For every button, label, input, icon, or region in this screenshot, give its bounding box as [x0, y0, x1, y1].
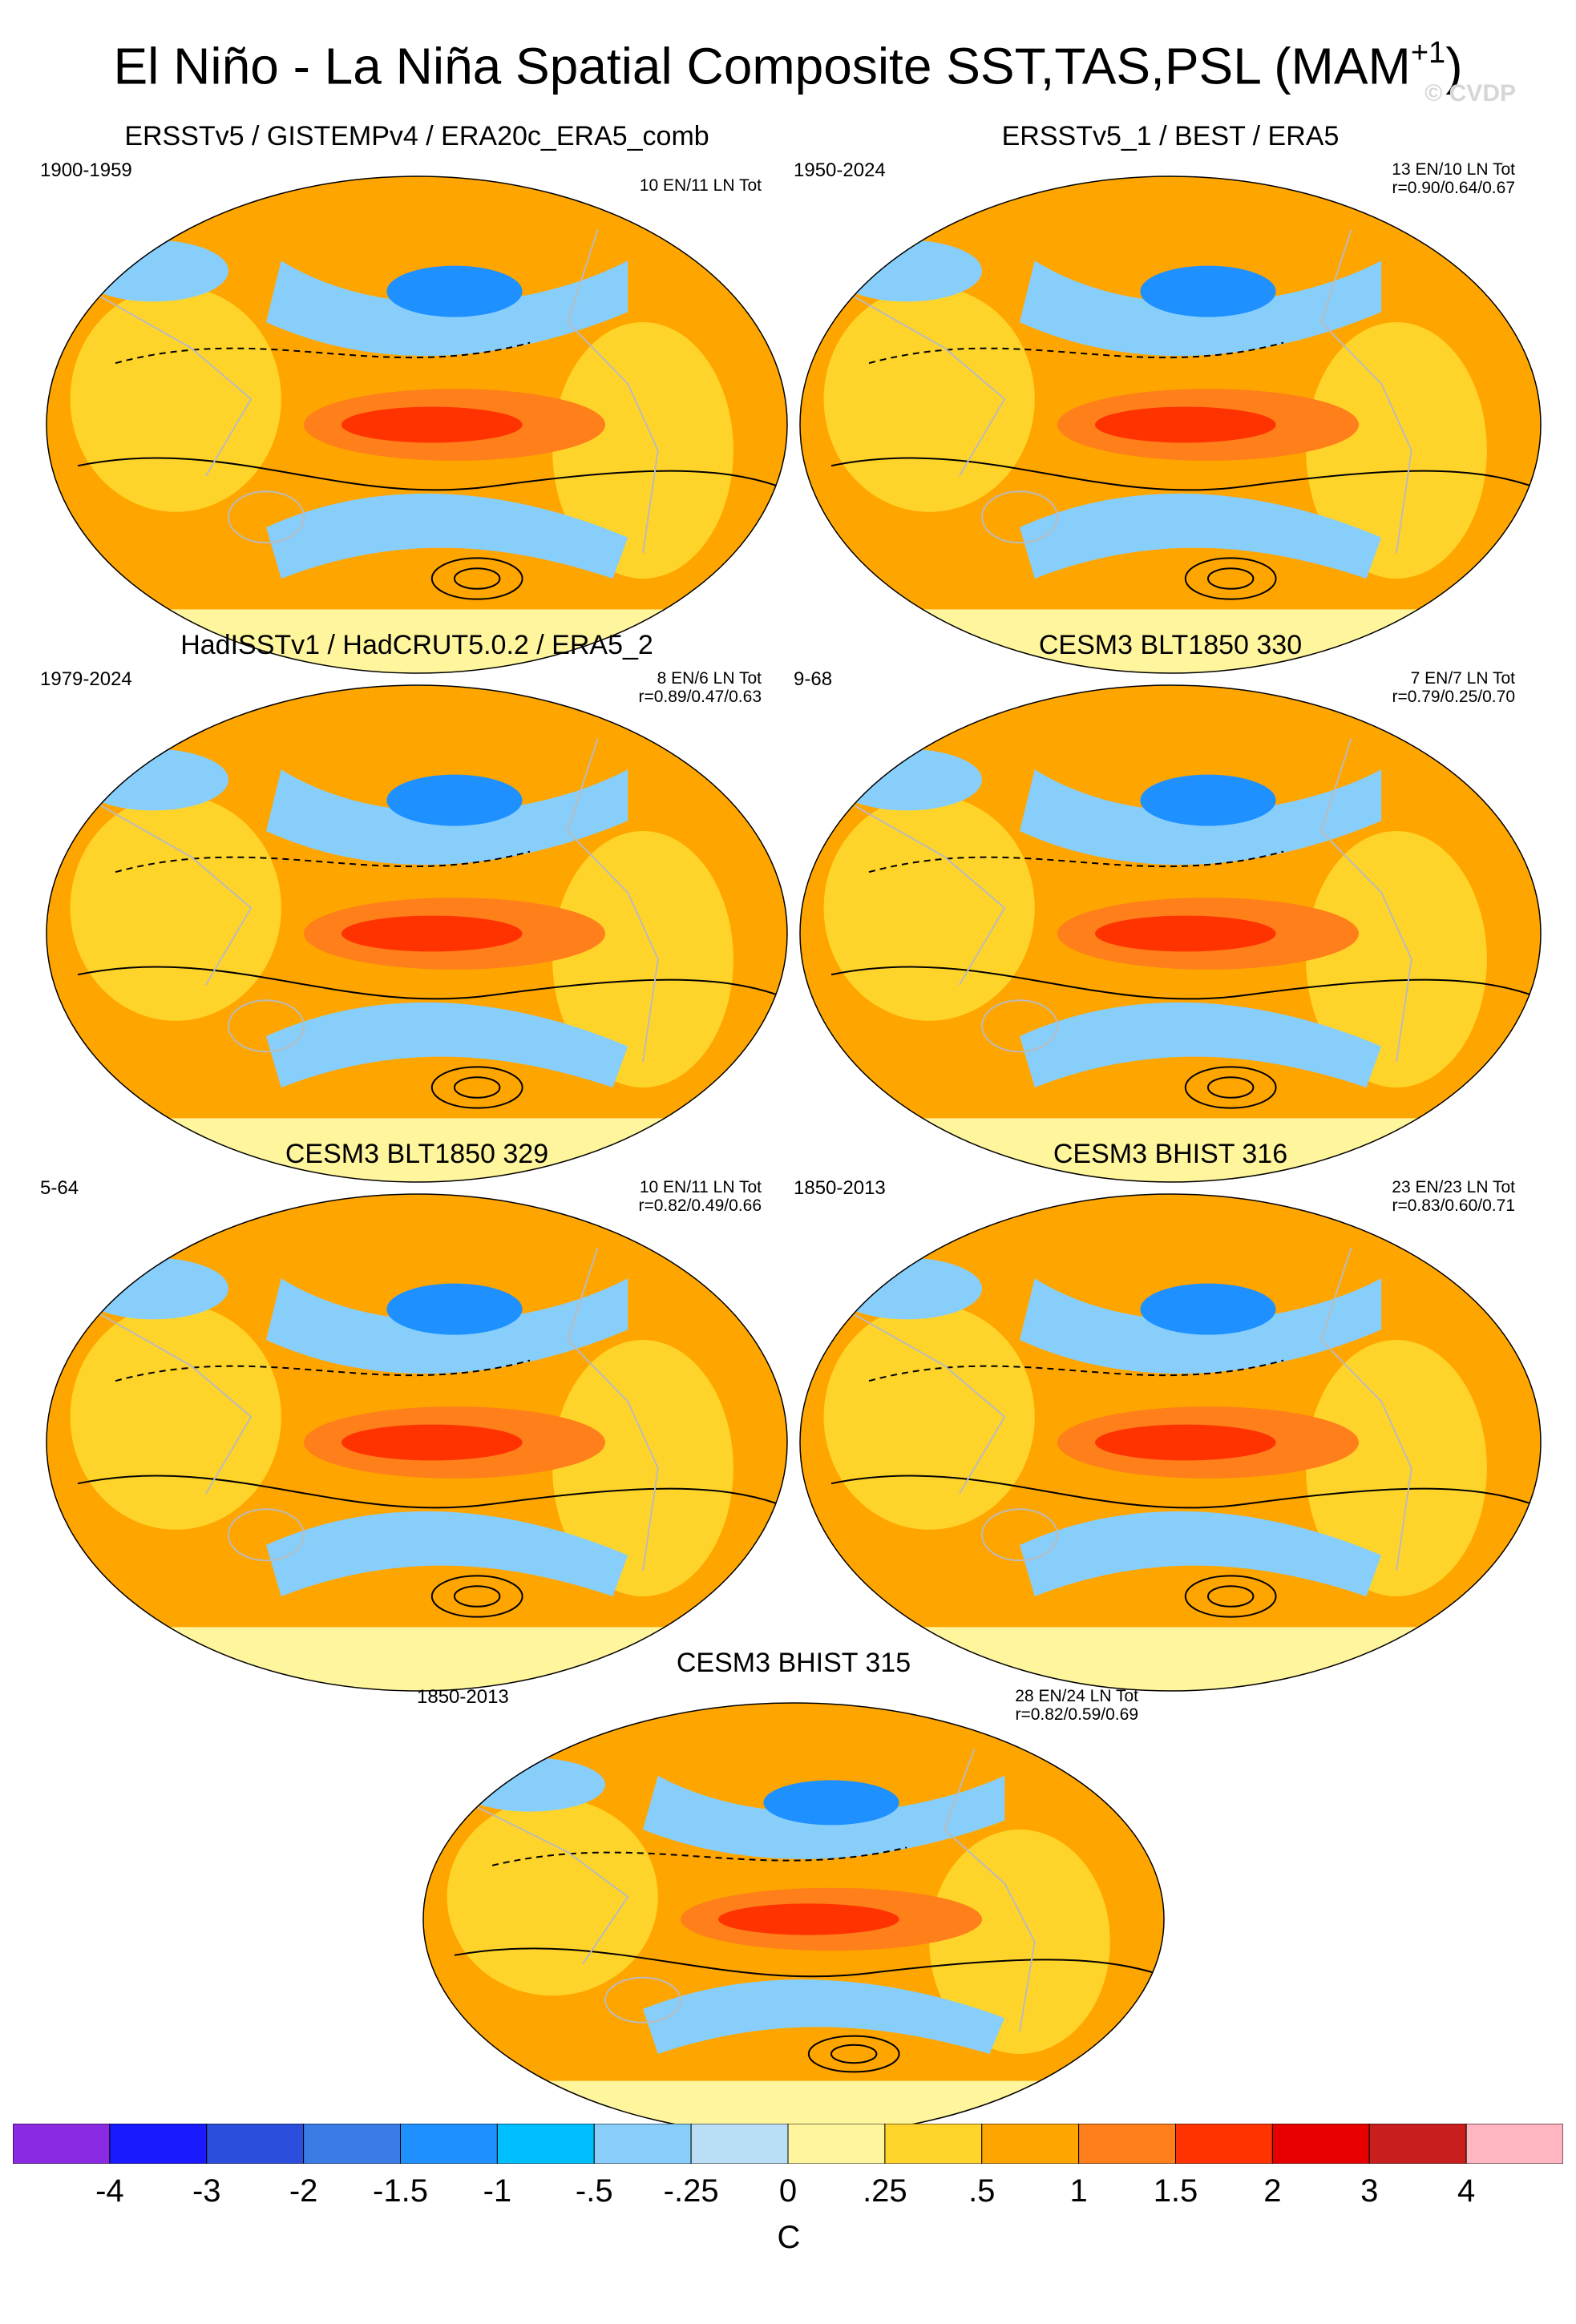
eurasia-cool: [78, 749, 228, 811]
colorbar-tick-label: -2: [264, 2172, 344, 2210]
colorbar-swatch: [1272, 2124, 1369, 2164]
enso-core: [1095, 407, 1276, 443]
indian-ocean-warm: [824, 795, 1035, 1021]
enso-core: [341, 916, 523, 952]
colorbar-swatch: [885, 2124, 982, 2164]
colorbar-swatch: [401, 2124, 498, 2164]
colorbar-tick-label: -.5: [554, 2172, 634, 2210]
eurasia-cool: [78, 240, 228, 302]
indian-ocean-warm: [824, 286, 1035, 512]
colorbar-tick-label: 3: [1329, 2172, 1409, 2210]
north-pacific-cold: [386, 775, 522, 826]
north-pacific-cold: [386, 1284, 522, 1335]
colorbar-swatch: [110, 2124, 207, 2164]
colorbar-tick-label: -1.5: [361, 2172, 441, 2210]
north-pacific-cold: [763, 1780, 899, 1825]
enso-core: [1095, 916, 1276, 952]
panel-2: ERSSTv5_1 / BEST / ERA5 1950-2024 13 EN/…: [794, 120, 1547, 681]
indian-ocean-warm: [71, 1304, 281, 1530]
eurasia-cool: [78, 1258, 228, 1320]
map-field: [417, 1695, 1170, 2144]
panel-title: CESM3 BHIST 316: [794, 1138, 1547, 1170]
panel-title: ERSSTv5_1 / BEST / ERA5: [794, 120, 1547, 152]
panel-title: CESM3 BLT1850 330: [794, 629, 1547, 661]
eurasia-cool: [831, 749, 982, 811]
map-field: [794, 677, 1547, 1190]
map-field: [794, 1186, 1547, 1699]
colorbar-unit: C: [749, 2220, 829, 2256]
colorbar-swatch: [594, 2124, 691, 2164]
colorbar-swatch: [13, 2124, 110, 2164]
panel-title: ERSSTv5 / GISTEMPv4 / ERA20c_ERA5_comb: [40, 120, 794, 152]
composite-map: [40, 168, 794, 681]
panel-3: HadISSTv1 / HadCRUT5.0.2 / ERA5_2 1979-2…: [40, 629, 794, 1190]
panel-5: CESM3 BLT1850 329 5-64 10 EN/11 LN Tot r…: [40, 1138, 794, 1699]
colorbar-tick-label: 2: [1232, 2172, 1312, 2210]
composite-map: [40, 677, 794, 1190]
colorbar-tick-label: .5: [942, 2172, 1022, 2210]
colorbar-tick-label: -3: [167, 2172, 247, 2210]
cvdp-watermark: © CVDP: [1424, 80, 1516, 107]
panel-4: CESM3 BLT1850 330 9-68 7 EN/7 LN Tot r=0…: [794, 629, 1547, 1190]
indian-ocean-warm: [447, 1798, 658, 1995]
colorbar-swatch: [788, 2124, 885, 2164]
indian-ocean-warm: [824, 1304, 1035, 1530]
panel-1: ERSSTv5 / GISTEMPv4 / ERA20c_ERA5_comb 1…: [40, 120, 794, 681]
colorbar-tick-label: 1.5: [1136, 2172, 1216, 2210]
colorbar-tick-label: 0: [748, 2172, 828, 2210]
indian-ocean-warm: [71, 286, 281, 512]
map-field: [40, 677, 794, 1190]
composite-map: [417, 1695, 1170, 2144]
panel-title: CESM3 BHIST 315: [417, 1647, 1170, 1679]
north-pacific-cold: [1140, 775, 1275, 826]
colorbar-swatch: [1176, 2124, 1273, 2164]
eurasia-cool: [455, 1757, 605, 1811]
composite-map: [794, 677, 1547, 1190]
colorbar-swatch: [207, 2124, 304, 2164]
panel-title: CESM3 BLT1850 329: [40, 1138, 794, 1170]
composite-map: [794, 1186, 1547, 1699]
map-field: [794, 168, 1547, 681]
figure-title-superscript: +1: [1411, 36, 1445, 70]
figure-title-text: El Niño - La Niña Spatial Composite SST,…: [113, 37, 1410, 95]
enso-core: [1095, 1425, 1276, 1461]
eurasia-cool: [831, 1258, 982, 1320]
enso-core: [341, 407, 523, 443]
colorbar-tick-label: .25: [845, 2172, 925, 2210]
colorbar-swatch: [1369, 2124, 1466, 2164]
indian-ocean-warm: [71, 795, 281, 1021]
colorbar-tick-label: 1: [1039, 2172, 1119, 2210]
figure-title: El Niño - La Niña Spatial Composite SST,…: [0, 24, 1576, 98]
colorbar-swatch: [1466, 2124, 1563, 2164]
colorbar-swatch: [497, 2124, 594, 2164]
composite-map: [794, 168, 1547, 681]
north-pacific-cold: [1140, 266, 1275, 317]
panel-title: HadISSTv1 / HadCRUT5.0.2 / ERA5_2: [40, 629, 794, 661]
colorbar-tick-label: -4: [70, 2172, 150, 2210]
map-field: [40, 168, 794, 681]
panel-6: CESM3 BHIST 316 1850-2013 23 EN/23 LN To…: [794, 1138, 1547, 1699]
north-pacific-cold: [1140, 1284, 1275, 1335]
colorbar-swatch: [304, 2124, 401, 2164]
colorbar-swatch: [982, 2124, 1079, 2164]
colorbar-tick-label: -1: [457, 2172, 537, 2210]
north-pacific-cold: [386, 266, 522, 317]
map-field: [40, 1186, 794, 1699]
colorbar-tick-label: 4: [1426, 2172, 1506, 2210]
colorbar-swatch: [691, 2124, 788, 2164]
eurasia-cool: [831, 240, 982, 302]
enso-core: [718, 1903, 899, 1935]
composite-map: [40, 1186, 794, 1699]
enso-core: [341, 1425, 523, 1461]
colorbar-tick-label: -.25: [651, 2172, 731, 2210]
colorbar-swatch: [1079, 2124, 1176, 2164]
colorbar: [13, 2124, 1563, 2164]
